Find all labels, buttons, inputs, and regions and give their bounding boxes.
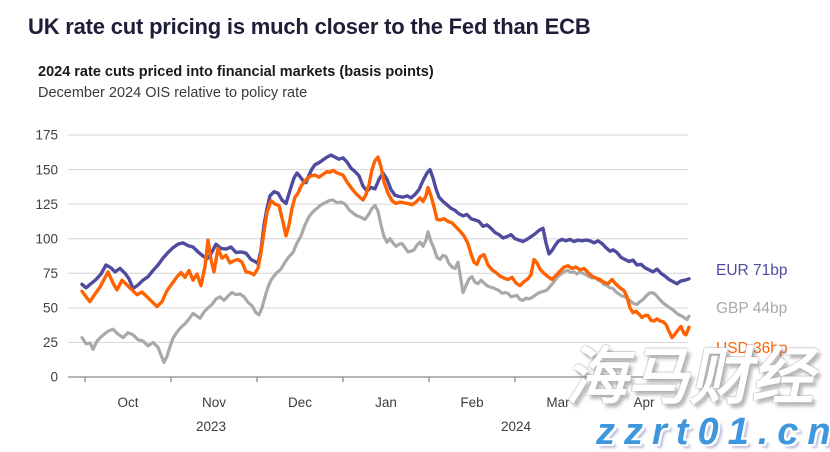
y-tick-label: 50 <box>43 301 58 316</box>
x-tick-label: Jan <box>375 395 397 410</box>
watermark-site-url: zzrt01.cn <box>596 411 830 452</box>
y-tick-label: 125 <box>35 197 58 212</box>
y-tick-label: 75 <box>43 266 58 281</box>
chart-title: 2024 rate cuts priced into financial mar… <box>38 64 434 80</box>
legend-label-usd: USD 36bp <box>716 340 788 357</box>
y-tick-label: 175 <box>35 128 58 143</box>
x-tick-label: Feb <box>460 395 483 410</box>
chart-subtitle: December 2024 OIS relative to policy rat… <box>38 85 308 101</box>
watermark-brand-text: 海马财经 <box>562 343 826 412</box>
x-tick-label: Mar <box>546 395 570 410</box>
x-tick-label: Nov <box>202 395 226 410</box>
x-tick-label: Apr <box>633 395 655 410</box>
x-tick-label: Dec <box>288 395 312 410</box>
year-label: 2023 <box>196 419 226 434</box>
series-line-usd <box>80 155 691 340</box>
x-tick-label: Oct <box>117 395 138 410</box>
y-tick-label: 100 <box>35 231 58 246</box>
year-label: 2024 <box>501 419 532 434</box>
y-tick-label: 0 <box>50 370 58 385</box>
page-title: UK rate cut pricing is much closer to th… <box>28 14 591 39</box>
y-tick-label: 25 <box>43 335 58 350</box>
legend-label-gbp: GBP 44bp <box>716 300 788 317</box>
y-tick-label: 150 <box>35 162 58 177</box>
legend-label-eur: EUR 71bp <box>716 262 788 279</box>
series-line-eur <box>80 153 691 291</box>
